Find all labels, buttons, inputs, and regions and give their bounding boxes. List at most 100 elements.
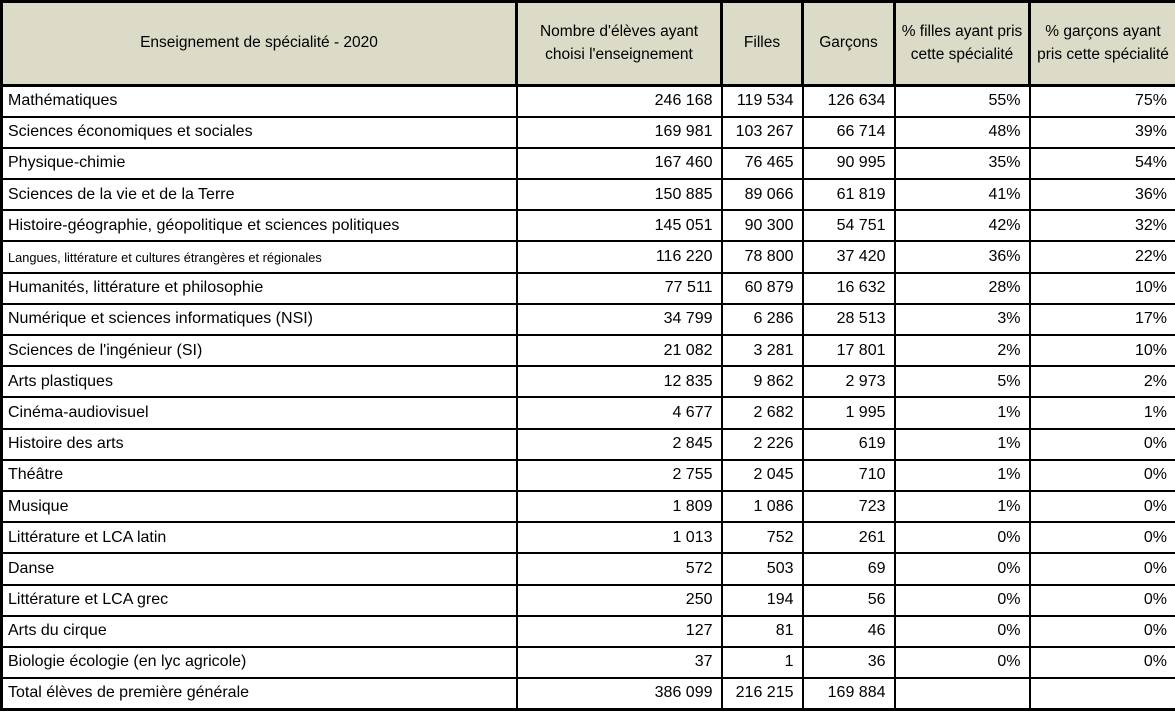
nombre-cell: 246 168 [515, 84, 723, 118]
table-header: Enseignement de spécialité - 2020 Nombre… [0, 0, 1175, 87]
col-header-specialite: Enseignement de spécialité - 2020 [0, 0, 518, 87]
pct-filles-cell: 55% [893, 84, 1031, 118]
pct-garcons-cell: 1% [1028, 396, 1175, 430]
pct-filles-cell: 2% [893, 333, 1031, 368]
pct-filles-cell: 48% [893, 115, 1031, 149]
nombre-cell: 37 [515, 645, 723, 680]
specialty-label-cell: Humanités, littérature et philosophie [0, 271, 518, 305]
pct-garcons-cell: 32% [1028, 209, 1175, 243]
nombre-cell: 145 051 [515, 209, 723, 243]
nombre-cell: 77 511 [515, 271, 723, 305]
filles-cell: 194 [720, 583, 804, 617]
header-row: Enseignement de spécialité - 2020 Nombre… [0, 0, 1175, 87]
total-row: Total élèves de première générale 386 099… [0, 677, 1175, 711]
filles-cell: 9 862 [720, 365, 804, 399]
pct-garcons-cell: 0% [1028, 645, 1175, 680]
garcons-cell: 2 973 [801, 365, 896, 399]
filles-cell: 1 086 [720, 489, 804, 524]
table-row: Biologie écologie (en lyc agricole) 37 1 36… [0, 645, 1175, 680]
table-row: Langues, littérature et cultures étrangè… [0, 240, 1175, 274]
garcons-cell: 46 [801, 614, 896, 648]
pct-garcons-cell: 2% [1028, 365, 1175, 399]
table-row: Numérique et sciences informatiques (NSI… [0, 302, 1175, 337]
pct-garcons-cell: 39% [1028, 115, 1175, 149]
table-row: Littérature et LCA latin 1 013 752 261 0% 0% [0, 521, 1175, 555]
nombre-cell: 34 799 [515, 302, 723, 337]
table-row: Humanités, littérature et philosophie 77 … [0, 271, 1175, 305]
pct-filles-cell: 1% [893, 489, 1031, 524]
pct-garcons-cell: 36% [1028, 178, 1175, 212]
specialty-label-cell: Sciences de la vie et de la Terre [0, 178, 518, 212]
col-header-pct-garcons: % garçons ayant pris cette spécialité [1028, 0, 1175, 87]
nombre-cell: 21 082 [515, 333, 723, 368]
pct-garcons-cell: 0% [1028, 583, 1175, 617]
nombre-cell: 250 [515, 583, 723, 617]
pct-filles-cell: 0% [893, 583, 1031, 617]
garcons-cell: 126 634 [801, 84, 896, 118]
col-header-nombre: Nombre d'élèves ayant choisi l'enseignem… [515, 0, 723, 87]
nombre-cell: 1 809 [515, 489, 723, 524]
pct-filles-cell: 35% [893, 146, 1031, 181]
specialty-label-cell: Musique [0, 489, 518, 524]
filles-cell: 2 045 [720, 458, 804, 492]
pct-garcons-cell: 0% [1028, 489, 1175, 524]
specialty-label-cell: Langues, littérature et cultures étrangè… [0, 240, 518, 274]
filles-cell: 81 [720, 614, 804, 648]
specialty-label-cell: Physique-chimie [0, 146, 518, 181]
specialty-label-cell: Arts plastiques [0, 365, 518, 399]
filles-cell: 60 879 [720, 271, 804, 305]
filles-cell: 216 215 [720, 677, 804, 711]
filles-cell: 503 [720, 552, 804, 586]
nombre-cell: 2 845 [515, 427, 723, 461]
table-row: Histoire-géographie, géopolitique et sci… [0, 209, 1175, 243]
filles-cell: 752 [720, 521, 804, 555]
table-row: Histoire des arts 2 845 2 226 619 1% 0% [0, 427, 1175, 461]
table-row: Théâtre 2 755 2 045 710 1% 0% [0, 458, 1175, 492]
pct-filles-cell: 1% [893, 458, 1031, 492]
garcons-cell: 61 819 [801, 178, 896, 212]
garcons-cell: 16 632 [801, 271, 896, 305]
pct-garcons-cell: 10% [1028, 333, 1175, 368]
garcons-cell: 710 [801, 458, 896, 492]
pct-garcons-cell: 10% [1028, 271, 1175, 305]
garcons-cell: 17 801 [801, 333, 896, 368]
nombre-cell: 167 460 [515, 146, 723, 181]
nombre-cell: 150 885 [515, 178, 723, 212]
pct-garcons-cell: 0% [1028, 521, 1175, 555]
nombre-cell: 572 [515, 552, 723, 586]
specialty-label-cell: Histoire-géographie, géopolitique et sci… [0, 209, 518, 243]
pct-filles-cell: 42% [893, 209, 1031, 243]
garcons-cell: 69 [801, 552, 896, 586]
nombre-cell: 127 [515, 614, 723, 648]
pct-filles-cell: 41% [893, 178, 1031, 212]
col-header-pct-filles: % filles ayant pris cette spécialité [893, 0, 1031, 87]
table-row: Danse 572 503 69 0% 0% [0, 552, 1175, 586]
specialty-label-cell: Danse [0, 552, 518, 586]
garcons-cell: 28 513 [801, 302, 896, 337]
nombre-cell: 1 013 [515, 521, 723, 555]
pct-garcons-cell: 54% [1028, 146, 1175, 181]
nombre-cell: 12 835 [515, 365, 723, 399]
specialty-label-cell: Sciences économiques et sociales [0, 115, 518, 149]
specialty-label-cell: Total élèves de première générale [0, 677, 518, 711]
pct-garcons-cell: 0% [1028, 427, 1175, 461]
pct-filles-cell: 0% [893, 614, 1031, 648]
pct-garcons-cell: 0% [1028, 458, 1175, 492]
specialty-label-cell: Histoire des arts [0, 427, 518, 461]
pct-filles-cell: 36% [893, 240, 1031, 274]
pct-garcons-cell: 75% [1028, 84, 1175, 118]
nombre-cell: 116 220 [515, 240, 723, 274]
table-row: Arts plastiques 12 835 9 862 2 973 5% 2% [0, 365, 1175, 399]
table-row: Sciences de l'ingénieur (SI) 21 082 3 281 1… [0, 333, 1175, 368]
pct-filles-cell: 1% [893, 396, 1031, 430]
filles-cell: 78 800 [720, 240, 804, 274]
pct-garcons-cell [1028, 677, 1175, 711]
filles-cell: 103 267 [720, 115, 804, 149]
pct-filles-cell: 0% [893, 521, 1031, 555]
col-header-garcons: Garçons [801, 0, 896, 87]
nombre-cell: 4 677 [515, 396, 723, 430]
filles-cell: 2 226 [720, 427, 804, 461]
pct-filles-cell [893, 677, 1031, 711]
